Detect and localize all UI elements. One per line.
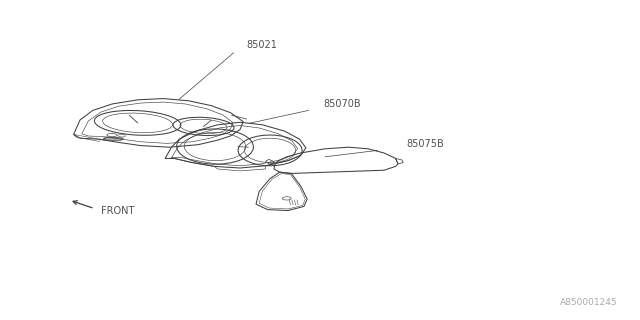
Text: FRONT: FRONT: [101, 205, 134, 216]
Text: A850001245: A850001245: [560, 298, 618, 307]
Text: 85075B: 85075B: [406, 139, 444, 149]
Text: 85021: 85021: [246, 40, 277, 50]
Text: 85070B: 85070B: [323, 99, 361, 109]
